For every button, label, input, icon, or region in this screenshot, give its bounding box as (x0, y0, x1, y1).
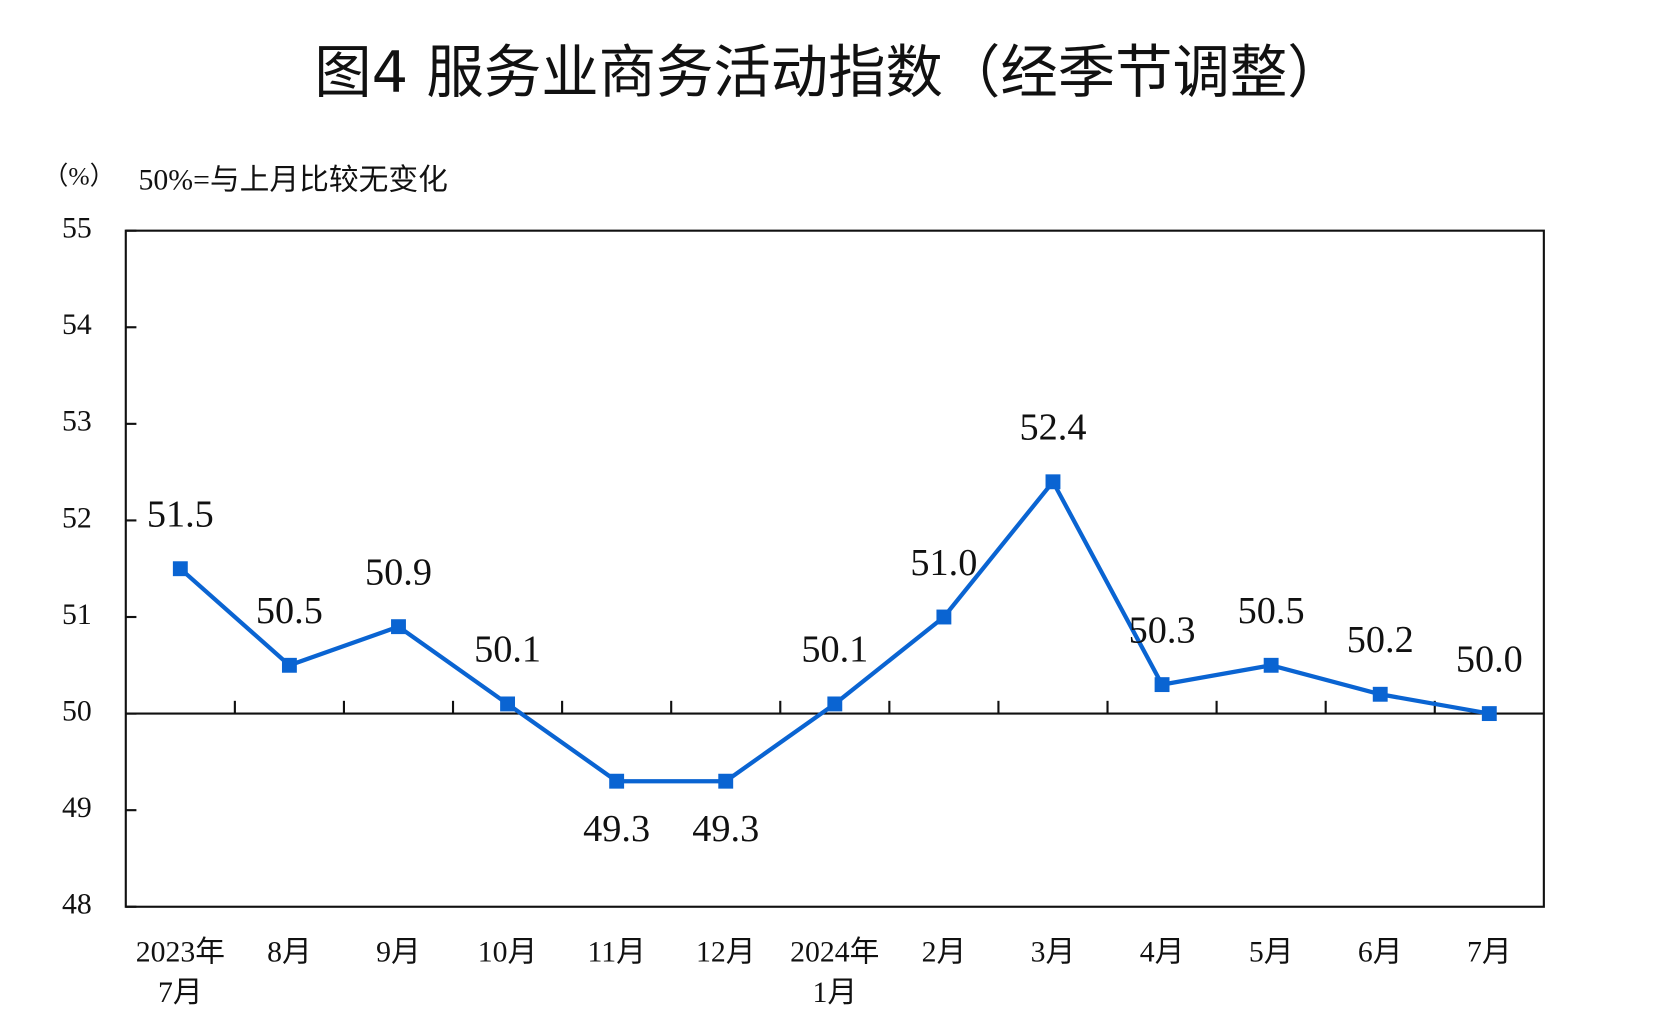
x-tick-label: 6月 (1358, 935, 1403, 968)
marker (1045, 474, 1061, 490)
data-label: 50.9 (365, 551, 432, 593)
x-tick-label: 8月 (267, 935, 312, 968)
data-label: 49.3 (583, 808, 650, 850)
x-tick-label: 3月 (1031, 935, 1076, 968)
data-label: 50.0 (1456, 638, 1523, 680)
data-label: 50.5 (1238, 590, 1305, 632)
marker (172, 561, 188, 577)
y-tick-label: 48 (62, 888, 92, 921)
y-tick-label: 54 (62, 308, 92, 341)
x-tick-label: 12月 (696, 935, 756, 968)
y-tick-label: 50 (62, 694, 92, 727)
x-tick-label: 10月 (478, 935, 538, 968)
y-unit: （%） (43, 161, 115, 190)
x-tick-label: 4月 (1140, 935, 1185, 968)
x-tick-label: 11月 (587, 935, 645, 968)
marker (391, 619, 406, 635)
chart-title: 图4 服务业商务活动指数（经季节调整） (314, 39, 1344, 106)
marker (500, 696, 516, 712)
data-label: 49.3 (692, 808, 759, 850)
y-tick-label: 55 (62, 212, 92, 245)
x-tick-label: 2024年 (790, 935, 879, 968)
y-tick-label: 51 (62, 598, 92, 631)
x-tick-label: 2月 (922, 935, 967, 968)
y-tick-label: 49 (62, 791, 92, 824)
marker (609, 773, 625, 789)
marker (1372, 686, 1388, 702)
annotation: 50%=与上月比较无变化 (139, 164, 448, 197)
marker (936, 609, 952, 625)
x-tick-label: 9月 (376, 935, 421, 968)
marker (827, 696, 843, 712)
x-tick-label: 5月 (1249, 935, 1294, 968)
data-label: 51.0 (910, 542, 977, 584)
marker (718, 773, 734, 789)
y-tick-label: 53 (62, 405, 92, 438)
marker (1481, 706, 1497, 722)
data-label: 50.1 (474, 629, 541, 671)
data-label: 51.5 (147, 493, 214, 535)
marker (281, 657, 297, 673)
data-label: 50.1 (801, 629, 868, 671)
x-tick-label: 7月 (1467, 935, 1512, 968)
marker (1154, 677, 1170, 693)
data-label: 50.2 (1347, 619, 1414, 661)
x-tick-label: 2023年 (136, 935, 225, 968)
data-label: 52.4 (1020, 407, 1087, 449)
data-label: 50.5 (256, 590, 323, 632)
x-tick-label: 1月 (812, 976, 857, 1009)
y-tick-label: 52 (62, 501, 92, 534)
x-tick-label: 7月 (158, 976, 203, 1009)
data-label: 50.3 (1129, 609, 1196, 651)
marker (1263, 657, 1279, 673)
plot-frame (124, 229, 1545, 908)
